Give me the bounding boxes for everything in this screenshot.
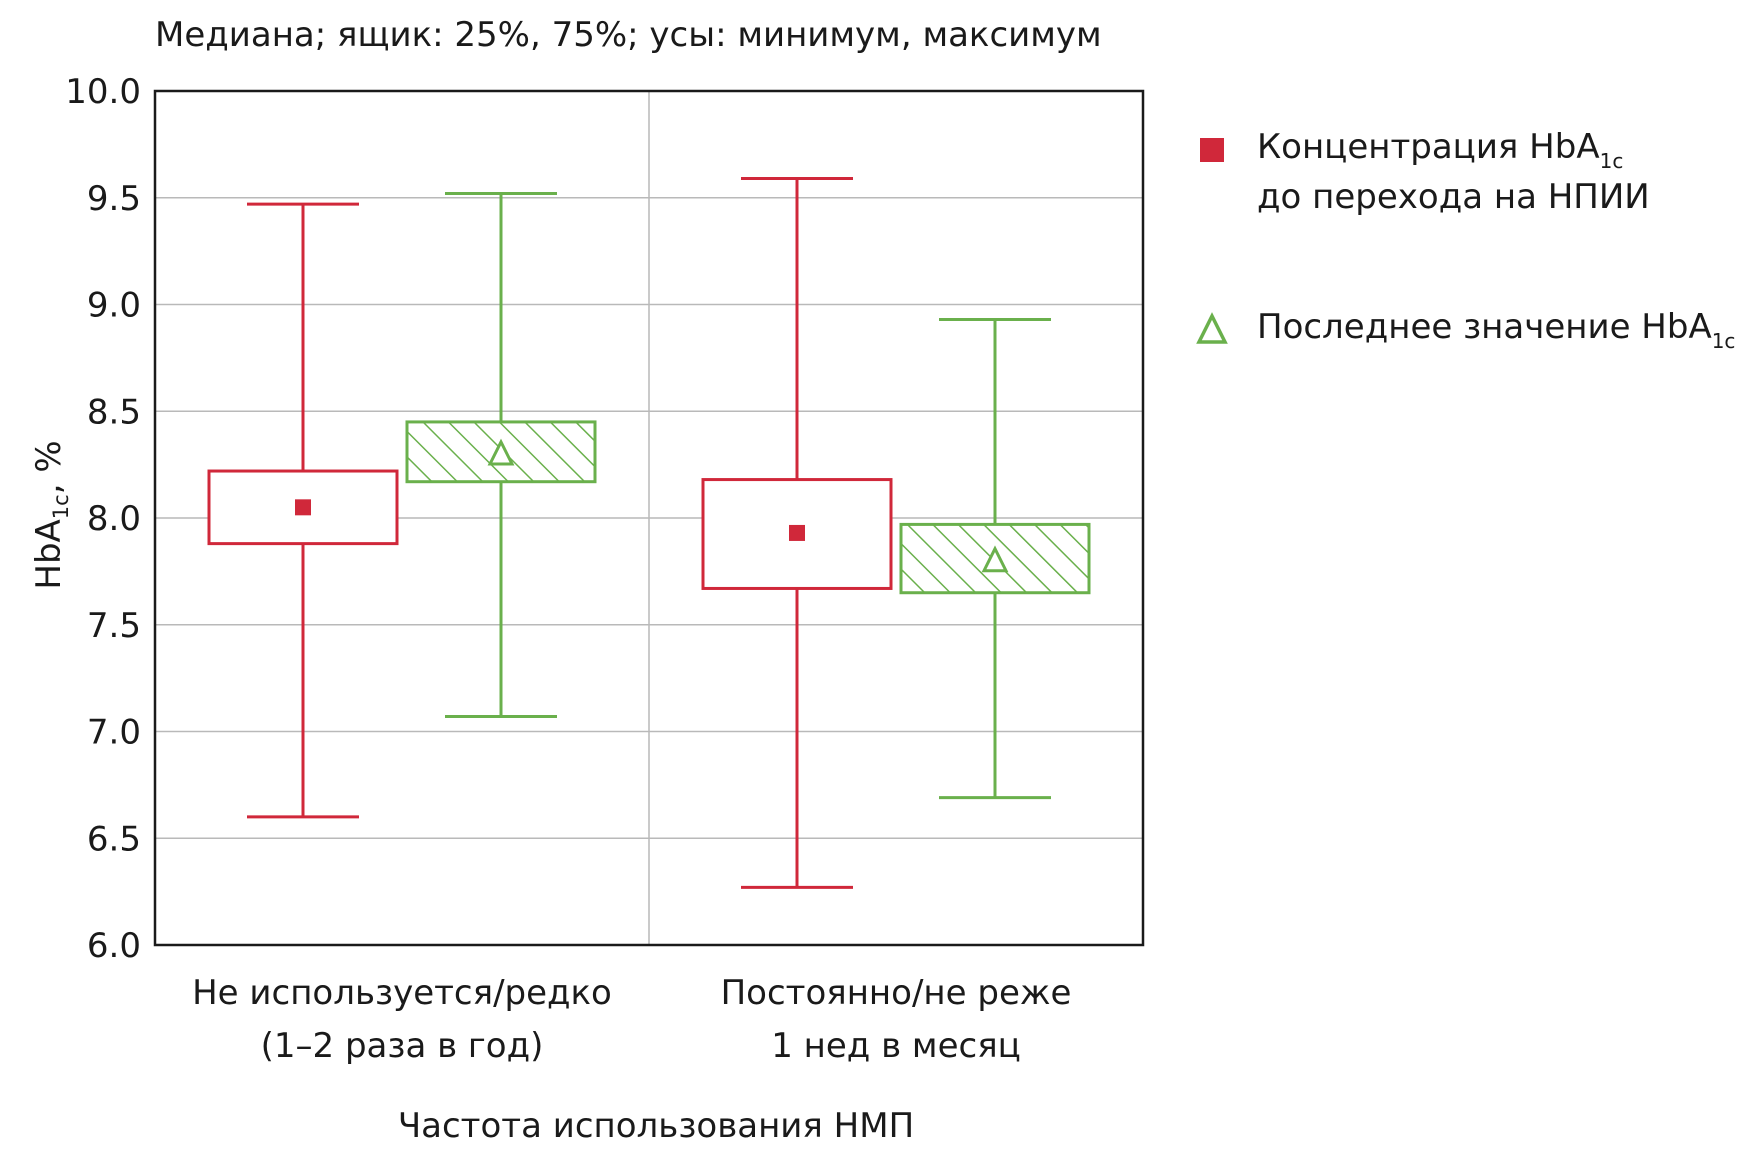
x-category-label: (1–2 раза в год): [261, 1026, 544, 1066]
y-tick-label: 8.0: [87, 499, 141, 539]
box-before-2: [701, 177, 893, 889]
y-tick-label: 7.5: [87, 606, 141, 646]
legend-label: Концентрация HbA1c: [1257, 127, 1623, 173]
legend-square-icon: [1200, 138, 1224, 162]
box-last-1: [405, 191, 597, 719]
legend-label: Последнее значение HbA1c: [1257, 307, 1735, 353]
y-tick-label: 9.5: [87, 179, 141, 219]
median-marker: [789, 524, 805, 541]
plot-frame: [153, 89, 1145, 947]
y-tick-label: 6.5: [87, 819, 141, 859]
chart-title: Медиана; ящик: 25%, 75%; усы: минимум, м…: [155, 15, 1102, 55]
x-axis-categories: Не используется/редко (1–2 раза в год) Пос…: [192, 973, 1071, 1066]
legend-triangle-icon: [1196, 312, 1228, 344]
plot-area: [207, 177, 1091, 889]
y-tick-label: 8.5: [87, 392, 141, 432]
median-marker: [487, 438, 515, 466]
legend-label: до перехода на НПИИ: [1257, 177, 1650, 217]
x-category-label: 1 нед в месяц: [771, 1026, 1021, 1066]
y-axis-label: HbA1c, %: [29, 440, 73, 589]
y-tick-label: 6.0: [87, 926, 141, 966]
median-marker: [295, 499, 311, 516]
y-axis: 6.0 6.5 7.0 7.5 8.0 8.5 9.0 9.5 10.0: [65, 72, 1145, 966]
y-tick-label: 10.0: [65, 72, 141, 112]
x-category-label: Не используется/редко: [192, 973, 612, 1013]
box-last-2: [899, 317, 1091, 800]
x-axis-label: Частота использования НМП: [398, 1106, 914, 1146]
y-tick-label: 9.0: [87, 286, 141, 326]
y-tick-label: 7.0: [87, 713, 141, 753]
median-marker: [981, 545, 1009, 573]
x-category-label: Постоянно/не реже: [721, 973, 1072, 1013]
box-before-1: [207, 202, 399, 819]
legend-item-last: Последнее значение HbA1c: [1196, 307, 1735, 353]
